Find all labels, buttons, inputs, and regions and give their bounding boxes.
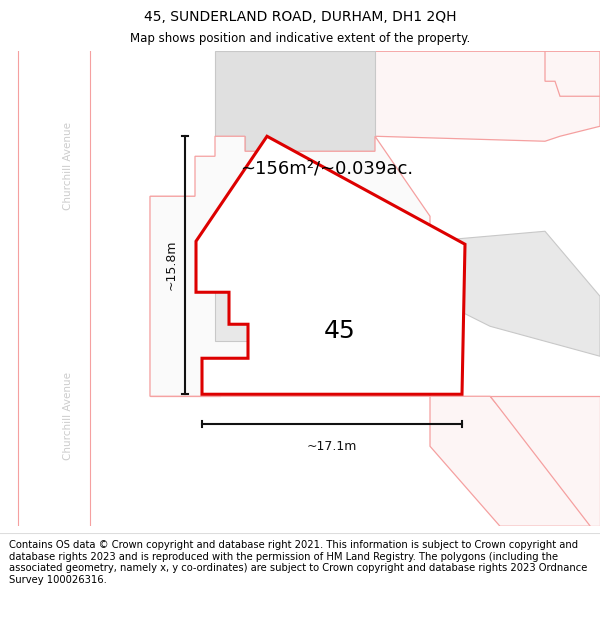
Text: Contains OS data © Crown copyright and database right 2021. This information is : Contains OS data © Crown copyright and d…: [9, 540, 587, 585]
Text: Churchill Avenue: Churchill Avenue: [63, 122, 73, 210]
Text: 45, SUNDERLAND ROAD, DURHAM, DH1 2QH: 45, SUNDERLAND ROAD, DURHAM, DH1 2QH: [144, 10, 456, 24]
Text: ~15.8m: ~15.8m: [164, 240, 178, 291]
Text: Map shows position and indicative extent of the property.: Map shows position and indicative extent…: [130, 32, 470, 46]
Polygon shape: [196, 136, 465, 394]
Polygon shape: [215, 211, 380, 341]
Polygon shape: [430, 396, 600, 526]
Text: 45: 45: [324, 319, 356, 343]
Text: ~156m²/~0.039ac.: ~156m²/~0.039ac.: [240, 159, 413, 177]
Polygon shape: [490, 396, 600, 526]
Text: Churchill Avenue: Churchill Avenue: [63, 372, 73, 460]
Polygon shape: [150, 196, 220, 396]
Polygon shape: [150, 136, 430, 396]
Polygon shape: [545, 51, 600, 96]
Text: ~17.1m: ~17.1m: [307, 440, 357, 452]
Polygon shape: [410, 231, 600, 356]
Polygon shape: [215, 51, 375, 151]
Polygon shape: [375, 51, 600, 141]
